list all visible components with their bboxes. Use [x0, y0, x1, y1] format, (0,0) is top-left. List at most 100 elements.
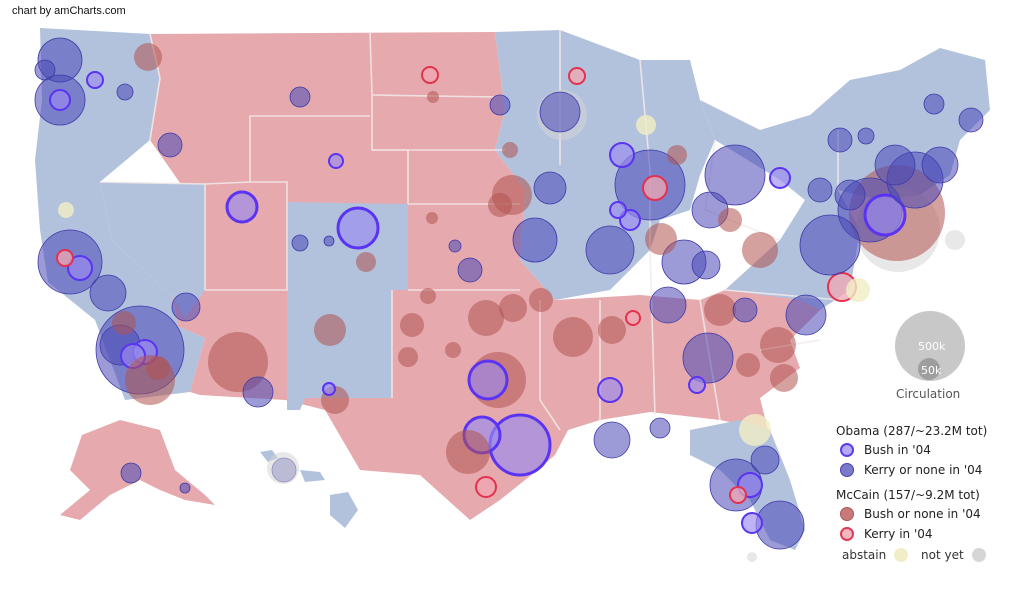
city-bubble[interactable]: [921, 146, 959, 184]
city-bubble[interactable]: [512, 217, 558, 263]
city-bubble[interactable]: [112, 311, 136, 335]
city-bubble[interactable]: [146, 356, 170, 380]
legend-item-abstain[interactable]: abstain: [842, 548, 909, 562]
city-bubble[interactable]: [171, 292, 201, 322]
city-bubble[interactable]: [420, 288, 436, 304]
city-bubble[interactable]: [609, 201, 627, 219]
city-bubble[interactable]: [736, 353, 760, 377]
legend-item-mccain-bush[interactable]: Bush or none in '04: [836, 504, 987, 524]
city-bubble[interactable]: [585, 225, 635, 275]
city-bubble[interactable]: [157, 132, 183, 158]
city-bubble[interactable]: [67, 255, 93, 281]
city-bubble[interactable]: [846, 278, 870, 302]
city-bubble[interactable]: [426, 212, 438, 224]
city-bubble[interactable]: [704, 294, 736, 326]
city-bubble[interactable]: [688, 376, 706, 394]
city-bubble[interactable]: [457, 257, 483, 283]
city-bubble[interactable]: [89, 274, 127, 312]
city-bubble[interactable]: [291, 234, 309, 252]
city-bubble[interactable]: [636, 115, 656, 135]
city-bubble[interactable]: [328, 153, 344, 169]
city-bubble[interactable]: [427, 91, 439, 103]
city-bubble[interactable]: [267, 452, 299, 484]
city-bubble[interactable]: [863, 193, 907, 237]
city-bubble[interactable]: [242, 376, 274, 408]
city-bubble[interactable]: [116, 83, 134, 101]
city-bubble[interactable]: [682, 332, 734, 384]
city-bubble[interactable]: [86, 71, 104, 89]
city-bubble[interactable]: [467, 359, 509, 401]
city-bubble[interactable]: [58, 202, 74, 218]
city-bubble[interactable]: [732, 297, 758, 323]
city-bubble[interactable]: [739, 414, 771, 446]
city-bubble[interactable]: [741, 512, 763, 534]
city-bubble[interactable]: [645, 223, 677, 255]
city-bubble[interactable]: [747, 552, 757, 562]
city-bubble[interactable]: [499, 294, 527, 322]
city-bubble[interactable]: [625, 310, 641, 326]
city-bubble[interactable]: [488, 413, 552, 477]
city-bubble[interactable]: [322, 382, 336, 396]
city-bubble[interactable]: [208, 332, 268, 392]
city-bubble[interactable]: [502, 142, 518, 158]
city-bubble[interactable]: [742, 232, 778, 268]
city-bubble[interactable]: [398, 347, 418, 367]
city-bubble[interactable]: [475, 476, 497, 498]
city-bubble[interactable]: [488, 193, 512, 217]
city-bubble[interactable]: [807, 177, 833, 203]
city-bubble[interactable]: [421, 66, 439, 84]
city-bubble[interactable]: [533, 171, 567, 205]
legend-item-obama-bush[interactable]: Bush in '04: [836, 440, 987, 460]
city-bubble[interactable]: [649, 286, 687, 324]
city-bubble[interactable]: [750, 445, 780, 475]
city-bubble[interactable]: [323, 235, 335, 247]
city-bubble[interactable]: [568, 67, 586, 85]
legend-item-obama-kerry[interactable]: Kerry or none in '04: [836, 460, 987, 480]
city-bubble[interactable]: [760, 327, 796, 363]
city-bubble[interactable]: [134, 43, 162, 71]
city-bubble[interactable]: [448, 239, 462, 253]
city-bubble[interactable]: [729, 486, 747, 504]
city-bubble[interactable]: [691, 250, 721, 280]
city-bubble[interactable]: [489, 94, 511, 116]
chart-credit[interactable]: chart by amCharts.com: [12, 5, 126, 17]
city-bubble[interactable]: [667, 145, 687, 165]
city-bubble[interactable]: [179, 482, 191, 494]
city-bubble[interactable]: [923, 93, 945, 115]
city-bubble[interactable]: [49, 89, 71, 111]
city-bubble[interactable]: [755, 500, 805, 550]
city-bubble[interactable]: [400, 313, 424, 337]
legend-item-mccain-kerry[interactable]: Kerry in '04: [836, 524, 987, 544]
city-bubble[interactable]: [785, 294, 827, 336]
city-bubble[interactable]: [718, 208, 742, 232]
city-bubble[interactable]: [289, 86, 311, 108]
city-bubble[interactable]: [597, 377, 623, 403]
city-bubble[interactable]: [827, 127, 853, 153]
city-bubble[interactable]: [314, 314, 346, 346]
city-bubble[interactable]: [553, 317, 593, 357]
city-bubble[interactable]: [834, 179, 866, 211]
city-bubble[interactable]: [56, 249, 74, 267]
city-bubble[interactable]: [225, 190, 259, 224]
city-bubble[interactable]: [704, 144, 766, 206]
city-bubble[interactable]: [445, 342, 461, 358]
city-bubble[interactable]: [539, 91, 581, 133]
city-bubble[interactable]: [446, 430, 490, 474]
city-bubble[interactable]: [770, 364, 798, 392]
city-bubble[interactable]: [336, 206, 380, 250]
city-bubble[interactable]: [874, 144, 916, 186]
city-bubble[interactable]: [649, 417, 671, 439]
legend-item-not-yet[interactable]: not yet: [921, 548, 986, 562]
city-bubble[interactable]: [769, 167, 791, 189]
city-bubble[interactable]: [593, 421, 631, 459]
city-bubble[interactable]: [945, 230, 965, 250]
city-bubble[interactable]: [799, 214, 861, 276]
city-bubble[interactable]: [857, 127, 875, 145]
city-bubble[interactable]: [598, 316, 626, 344]
city-bubble[interactable]: [468, 300, 504, 336]
city-bubble[interactable]: [356, 252, 376, 272]
city-bubble[interactable]: [609, 142, 635, 168]
city-bubble[interactable]: [642, 175, 668, 201]
city-bubble[interactable]: [958, 107, 984, 133]
city-bubble[interactable]: [120, 462, 142, 484]
